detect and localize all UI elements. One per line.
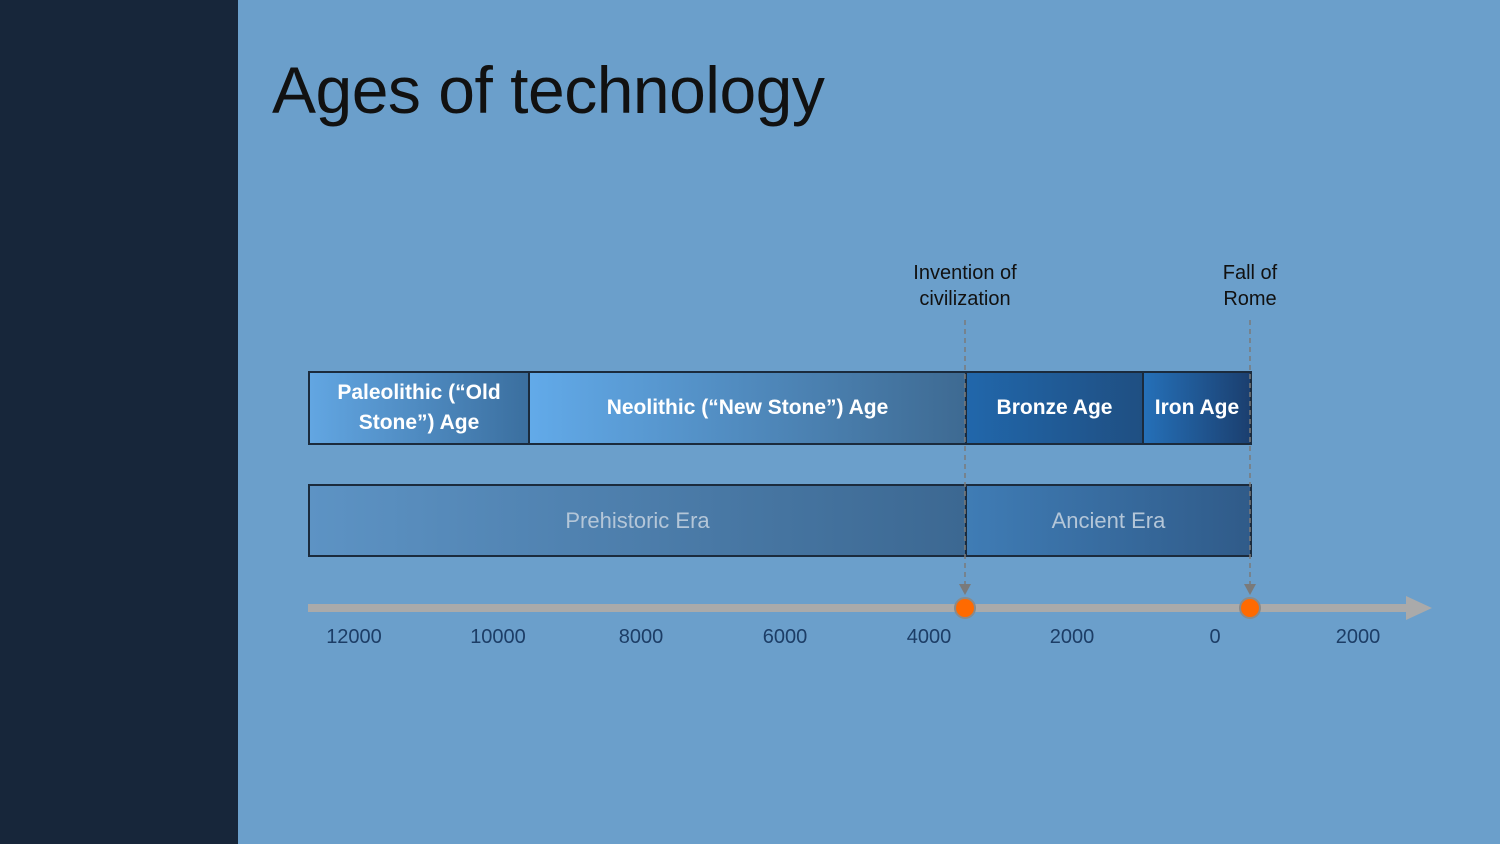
- event-label: Fall of Rome: [1222, 262, 1278, 310]
- era-bar: Ancient Era: [965, 484, 1252, 557]
- tick-label: 12000: [326, 626, 382, 648]
- tick-label: 0: [1209, 626, 1221, 648]
- event-dot: [1239, 597, 1261, 619]
- tick-label: 4000: [906, 626, 952, 648]
- axis-arrow: [1406, 596, 1432, 620]
- tick-label: 10000: [470, 626, 526, 648]
- event-arrow: [1244, 584, 1256, 595]
- side-panel: [0, 0, 238, 844]
- age-bar: Iron Age: [1142, 371, 1252, 445]
- event-arrow: [959, 584, 971, 595]
- event-dot: [954, 597, 976, 619]
- tick-label: 8000: [618, 626, 664, 648]
- tick-label: 6000: [762, 626, 808, 648]
- age-bar: Bronze Age: [965, 371, 1144, 445]
- event-label: Invention of civilization: [913, 262, 1017, 310]
- tick-label: 2000: [1335, 626, 1381, 648]
- slide-title: Ages of technology: [272, 53, 825, 127]
- era-bar: Prehistoric Era: [308, 484, 967, 557]
- age-bar: Neolithic (“New Stone”) Age: [528, 371, 967, 445]
- age-bar: Paleolithic (“Old Stone”) Age: [308, 371, 530, 445]
- tick-label: 2000: [1049, 626, 1095, 648]
